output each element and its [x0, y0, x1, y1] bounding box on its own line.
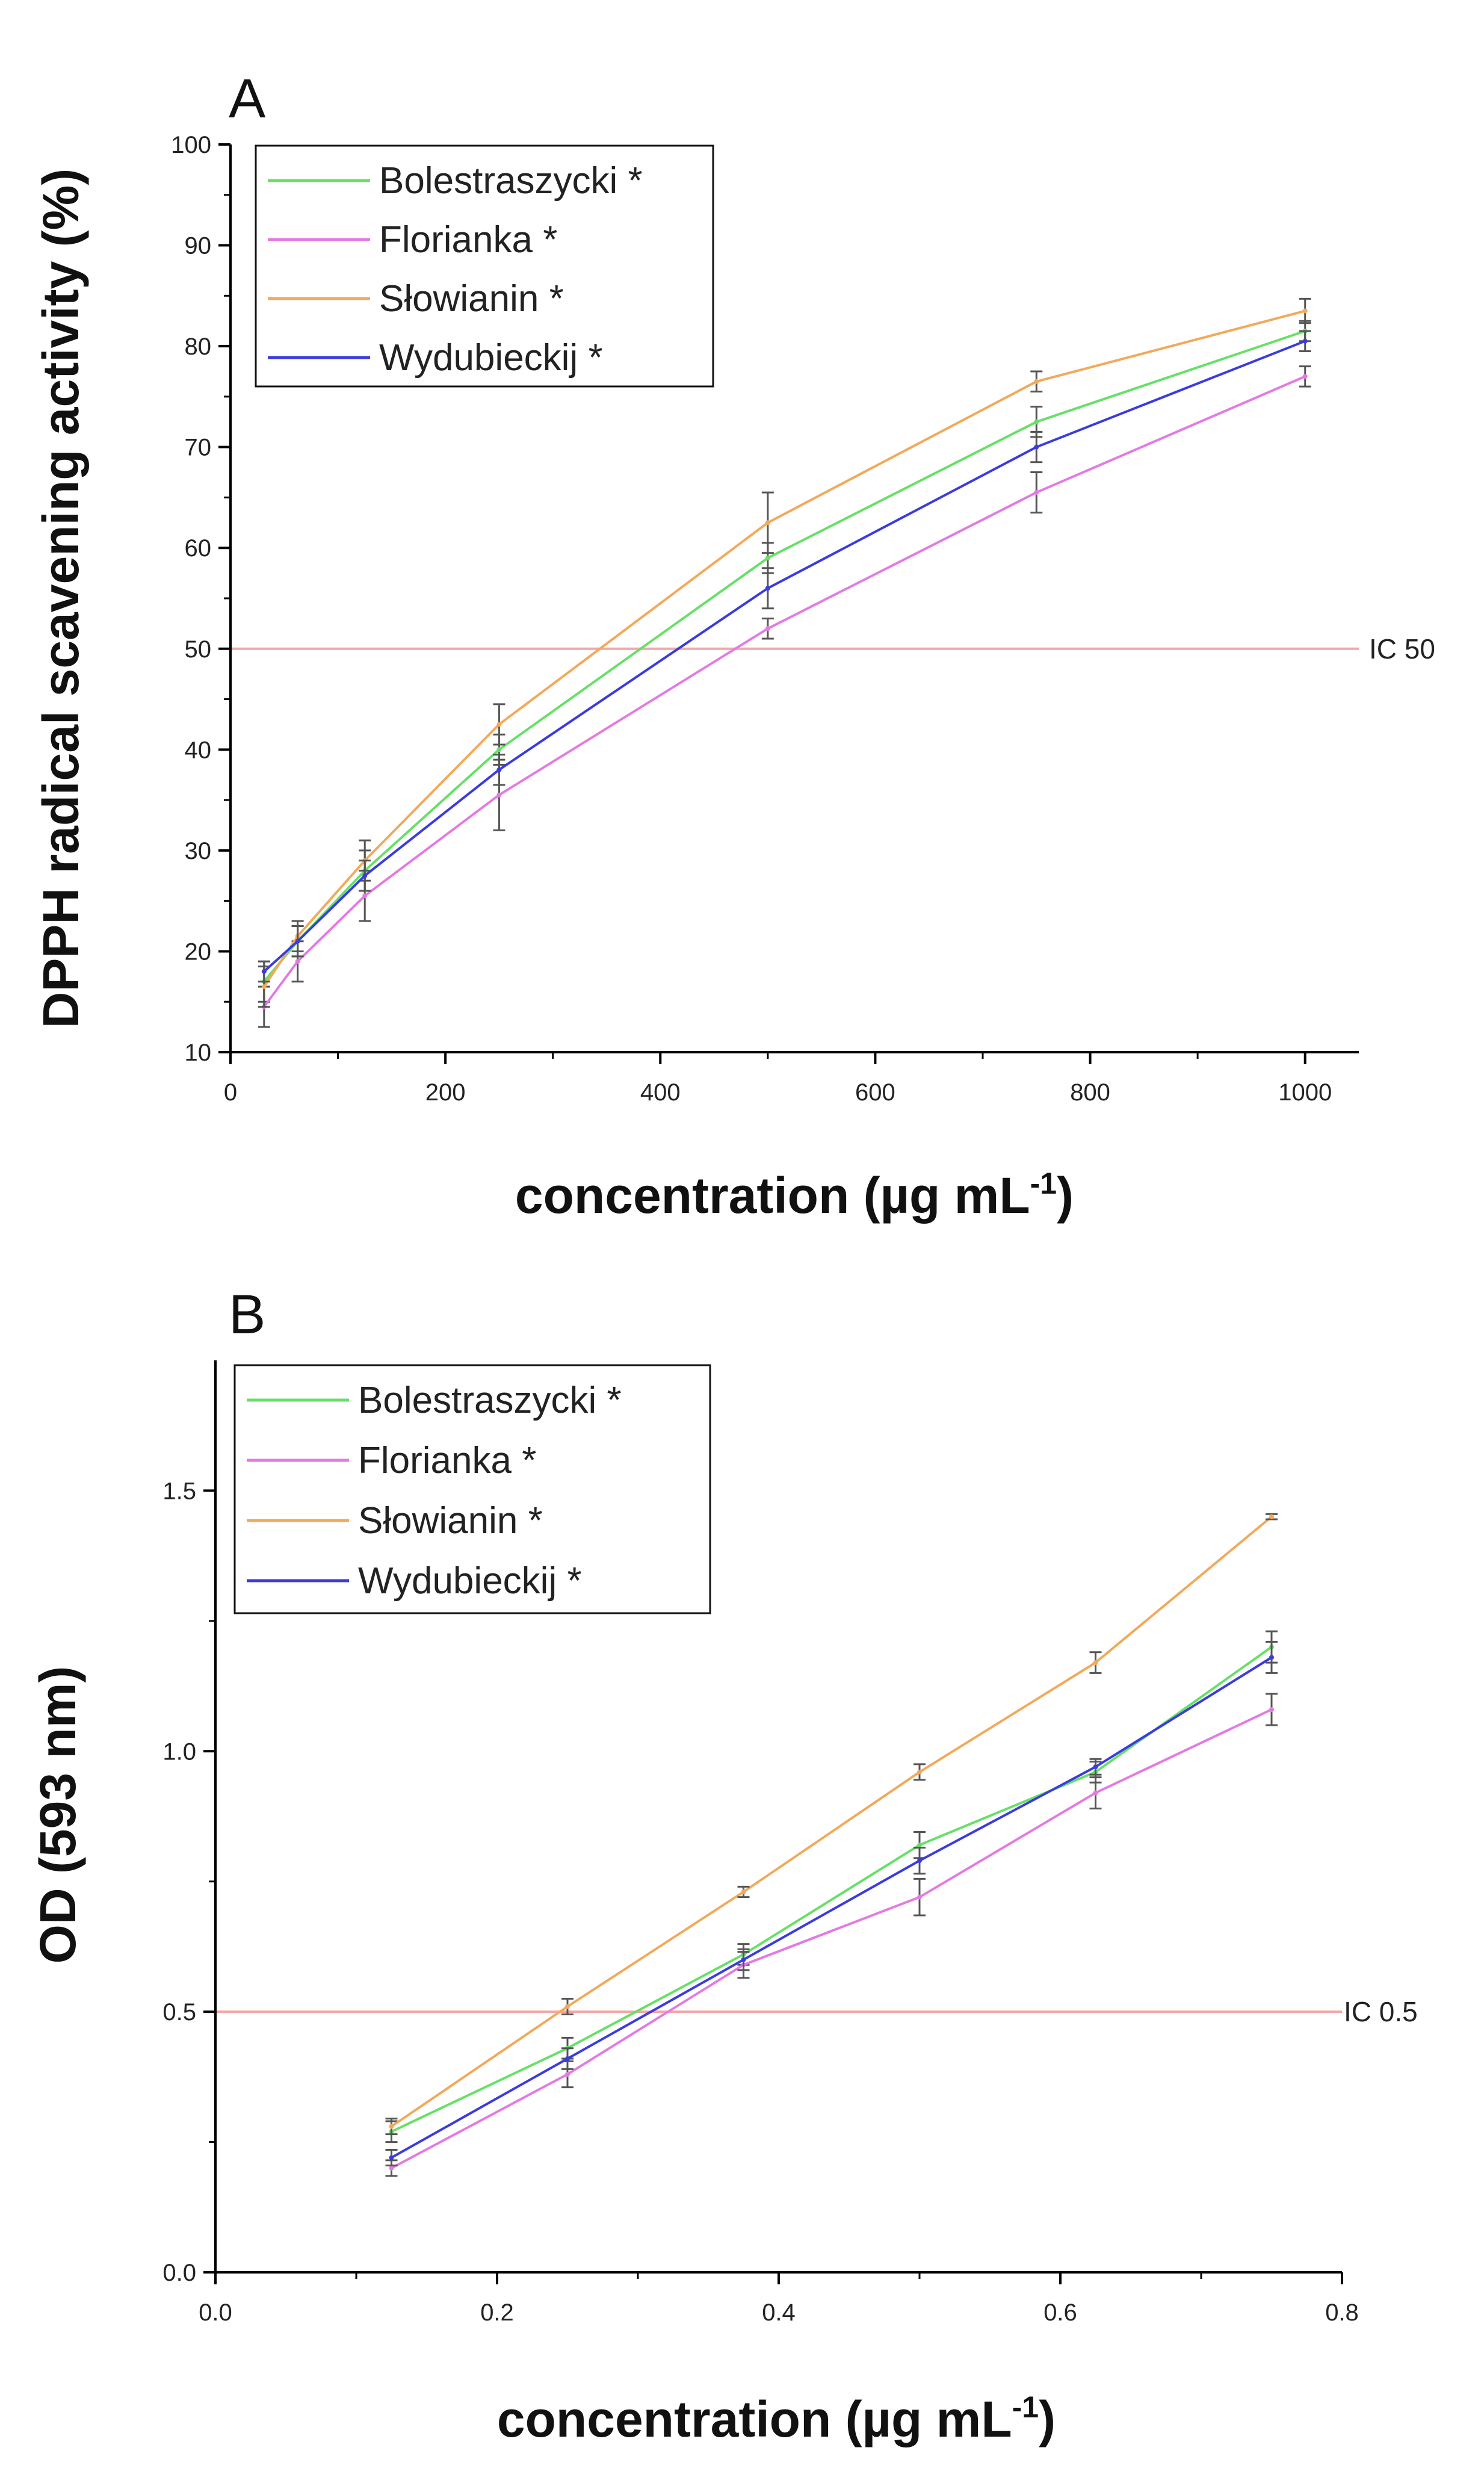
data-point: [1269, 1655, 1274, 1660]
data-point: [765, 555, 770, 560]
data-point: [917, 1858, 922, 1864]
legend-label: Florianka *: [358, 1440, 536, 1481]
data-point: [496, 792, 502, 798]
y-tick-label: 0.0: [162, 2260, 196, 2286]
x-tick-label: 800: [1070, 1079, 1110, 1106]
legend: Bolestraszycki * Florianka * Słowianin * Wy…: [233, 1364, 711, 1614]
data-point: [261, 969, 267, 974]
data-point: [565, 2056, 570, 2062]
data-point: [1302, 308, 1308, 314]
chart-panel-a: A IC 50 0 200 400 600 800 1000 10 20 30 40 50 60 70 80 9…: [32, 68, 1435, 1224]
x-tick-label: 0.2: [480, 2299, 514, 2326]
data-point: [362, 893, 368, 899]
series-line-1: [263, 375, 1306, 1008]
data-point: [389, 2124, 394, 2129]
y-tick-label: 40: [185, 737, 212, 763]
y-tick-label: 90: [185, 233, 212, 259]
chart-panel-b: B IC 0.5 0.0 0.2 0.4 0.6 0.8 0.0 0.5 1.0 1.5 Bolest…: [29, 1284, 1418, 2447]
legend-label: Słowianin *: [358, 1500, 543, 1542]
y-tick-label: 70: [185, 435, 212, 461]
y-tick-label: 100: [171, 132, 211, 158]
y-axis-title: OD (593 nm): [29, 1666, 86, 1964]
x-tick-label: 600: [855, 1079, 895, 1106]
x-tick-label: 0.0: [199, 2299, 232, 2326]
data-point: [1093, 1660, 1098, 1666]
legend-box: [255, 144, 714, 388]
legend-label: Bolestraszycki *: [358, 1380, 622, 1421]
y-tick-label: 80: [185, 333, 212, 360]
data-point: [765, 626, 770, 631]
series-line-2: [391, 1516, 1273, 2128]
data-point: [261, 984, 267, 990]
y-tick-label: 60: [185, 535, 212, 562]
legend-label: Wydubieckij *: [358, 1560, 582, 1602]
data-point: [565, 2004, 570, 2009]
x-tick-label: 0: [224, 1079, 237, 1106]
data-point: [917, 1843, 922, 1848]
panel-letter: B: [229, 1284, 265, 1345]
series-line-0: [391, 1646, 1273, 2133]
y-tick-label: 30: [185, 838, 212, 864]
data-point: [1269, 1707, 1274, 1713]
data-point: [1034, 490, 1039, 495]
data-point: [389, 2155, 394, 2160]
data-point: [1093, 1764, 1098, 1770]
data-point: [565, 2072, 570, 2077]
data-point: [1034, 419, 1039, 424]
x-tick-label: 0.8: [1325, 2299, 1359, 2326]
data-point: [295, 938, 300, 944]
data-point: [1269, 1514, 1274, 1519]
series-line-0: [263, 330, 1306, 982]
x-tick-label: 1000: [1278, 1079, 1332, 1106]
data-point: [1302, 374, 1308, 379]
y-tick-label: 20: [185, 938, 212, 965]
series-line-1: [391, 1708, 1272, 2169]
data-point: [1034, 379, 1039, 384]
y-tick-label: 1.5: [162, 1478, 196, 1504]
series-line-3: [263, 339, 1306, 973]
series-line-3: [391, 1656, 1273, 2159]
y-axis-title: DPPH radical scavening activity (%): [32, 169, 89, 1029]
data-point: [765, 586, 770, 591]
y-tick-label: 0.5: [162, 1999, 196, 2026]
legend-label: Słowianin *: [379, 278, 564, 320]
legend-label: Florianka *: [379, 219, 557, 261]
panel-letter: A: [229, 68, 266, 129]
legend-label: Bolestraszycki *: [379, 160, 643, 202]
data-point: [1034, 444, 1039, 450]
data-point: [1093, 1790, 1098, 1796]
data-point: [1302, 338, 1308, 344]
data-point: [741, 1889, 746, 1895]
y-tick-label: 10: [185, 1040, 212, 1066]
x-tick-label: 200: [425, 1079, 466, 1106]
data-point: [389, 2165, 394, 2171]
data-point: [765, 520, 770, 525]
legend-box: [233, 1364, 711, 1614]
y-tick-label: 1.0: [162, 1738, 196, 1765]
x-tick-label: 0.6: [1043, 2299, 1077, 2326]
data-point: [917, 1769, 922, 1775]
data-point: [496, 747, 502, 752]
data-point: [496, 767, 502, 772]
data-point: [741, 1957, 746, 1962]
x-axis-title: concentration (µg mL-1): [515, 1167, 1074, 1224]
reference-line-label: IC 50: [1369, 633, 1435, 665]
x-tick-label: 0.4: [762, 2299, 796, 2326]
data-point: [295, 959, 300, 964]
data-point: [362, 873, 368, 878]
legend: Bolestraszycki * Florianka * Słowianin * Wy…: [255, 144, 714, 388]
x-tick-label: 400: [640, 1079, 681, 1106]
x-axis-title: concentration (µg mL-1): [497, 2390, 1056, 2447]
legend-label: Wydubieckij *: [379, 337, 603, 379]
data-point: [917, 1894, 922, 1900]
reference-line-label: IC 0.5: [1344, 1996, 1418, 2027]
y-tick-label: 50: [185, 636, 212, 663]
data-point: [496, 722, 502, 727]
